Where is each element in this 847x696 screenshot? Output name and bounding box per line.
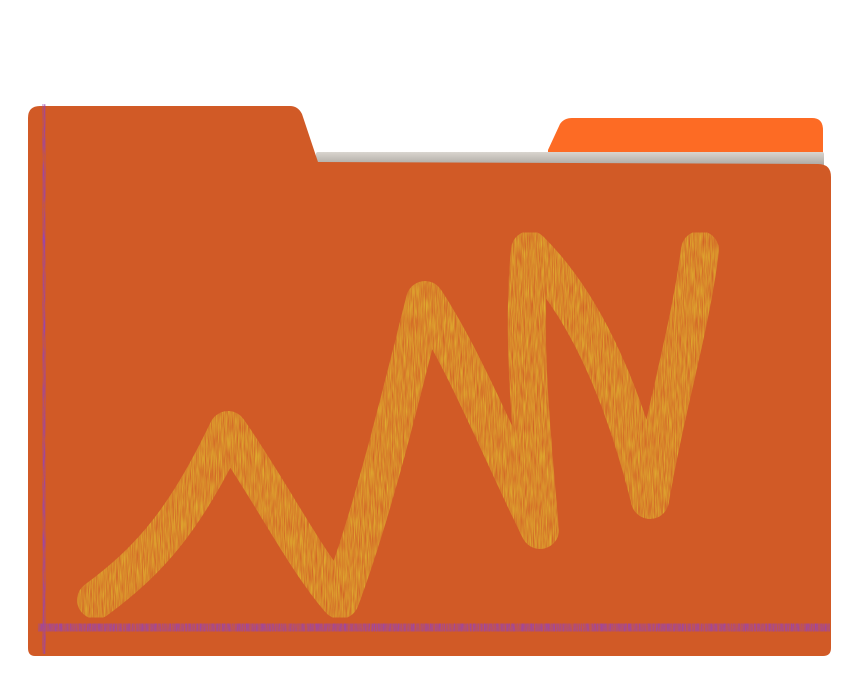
crayon-axis-horizontal xyxy=(37,607,831,648)
folder-back-tab xyxy=(548,118,823,160)
crayon-axis-vertical xyxy=(29,104,59,654)
crayon-zigzag-line xyxy=(77,231,719,619)
folder-front xyxy=(28,106,831,656)
